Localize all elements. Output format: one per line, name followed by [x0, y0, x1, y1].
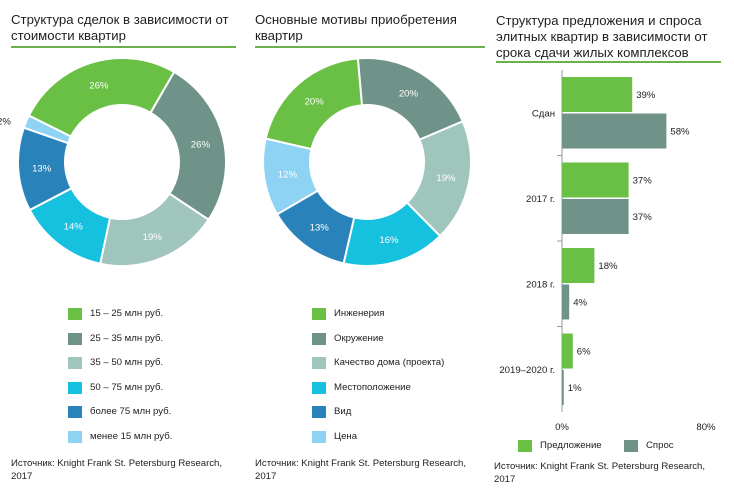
legend-swatch — [312, 332, 326, 345]
supply-demand-panel: Структура предложения и спроса элитных к… — [494, 0, 734, 491]
bar-value-label: 1% — [568, 383, 582, 394]
legend-swatch — [312, 431, 326, 443]
bar-value-label: 37% — [633, 176, 653, 187]
source-note: Источник: Knight Frank St. Petersburg Re… — [11, 458, 223, 482]
bar-value-label: 39% — [636, 90, 656, 101]
legend-label: Предложение — [540, 440, 602, 451]
legend-swatch — [68, 431, 82, 443]
legend-swatch — [518, 440, 532, 452]
source-note: Источник: Knight Frank St. Petersburg Re… — [494, 461, 706, 485]
legend-swatch — [312, 357, 326, 370]
bar-value-label: 6% — [577, 347, 591, 358]
legend-swatch — [312, 308, 326, 320]
slice-label: 2% — [0, 116, 11, 127]
category-label: Сдан — [532, 108, 555, 119]
bar — [562, 370, 564, 405]
category-label: 2018 г. — [526, 279, 555, 290]
supply-demand-bar-chart: 39% 58% Сдан 37% 37% 2017 г. 18% 4% 2018 г. 6% 1% 2… — [499, 70, 716, 433]
slice-label: 26% — [89, 80, 109, 91]
bar — [562, 199, 629, 234]
legend-label: Цена — [334, 431, 358, 442]
legend-swatch — [312, 406, 326, 419]
legend-label: менее 15 млн руб. — [90, 431, 173, 442]
bar-value-label: 58% — [670, 127, 690, 138]
bar — [562, 162, 629, 198]
motives-panel: Основные мотивы приобретения квартир 20%… — [250, 0, 490, 491]
legend-label: 25 – 35 млн руб. — [90, 332, 164, 344]
legend-swatch — [68, 381, 82, 394]
legend-label: Вид — [334, 406, 352, 418]
slice-label: 20% — [305, 97, 325, 108]
legend-label: 35 – 50 млн руб. — [90, 357, 164, 369]
source-note: Источник: Knight Frank St. Petersburg Re… — [255, 458, 467, 482]
slice-label: 13% — [32, 163, 52, 174]
legend-label: Местоположение — [334, 381, 411, 393]
legend-label: Инженерия — [334, 308, 385, 319]
bar — [562, 248, 595, 283]
legend-swatch — [68, 357, 82, 370]
legend-swatch — [68, 332, 82, 345]
slice-label: 26% — [191, 139, 211, 150]
title-rule — [496, 61, 721, 63]
chart-title: Структура предложения и спроса элитных к… — [496, 13, 708, 60]
donut-slice — [22, 114, 73, 145]
bar — [562, 77, 633, 112]
bar-value-label: 18% — [598, 261, 618, 272]
slice-label: 13% — [310, 222, 330, 233]
x-tick-label: 0% — [555, 422, 569, 433]
legend-swatch — [68, 308, 82, 320]
chart-title: Структура сделок в зависимости от стоимо… — [11, 12, 229, 43]
legend-swatch — [312, 381, 326, 394]
bar — [562, 113, 667, 149]
donut-slice — [149, 70, 227, 222]
bar — [562, 333, 573, 369]
slice-label: 20% — [399, 88, 419, 99]
deal-structure-donut: 26% 26% 19% 14% 13% 2% — [0, 57, 227, 267]
legend-swatch — [624, 440, 638, 452]
category-label: 2017 г. — [526, 194, 555, 205]
slice-label: 12% — [278, 170, 298, 181]
category-label: 2019–2020 г. — [499, 365, 555, 376]
legend-label: более 75 млн руб. — [90, 406, 172, 418]
donut-slice — [27, 57, 176, 138]
bar-value-label: 4% — [573, 298, 587, 309]
chart-title: Основные мотивы приобретения квартир — [255, 12, 457, 43]
slice-label: 14% — [64, 222, 84, 233]
legend-label: Спрос — [646, 440, 674, 451]
legend-label: Качество дома (проекта) — [334, 357, 445, 369]
bar — [562, 284, 570, 320]
slice-label: 16% — [379, 235, 399, 246]
motives-donut: 20% 20% 19% 16% 13% 12% — [262, 57, 472, 267]
slice-label: 19% — [143, 232, 163, 243]
x-tick-label: 80% — [696, 422, 716, 433]
legend-label: Окружение — [334, 332, 384, 344]
legend-label: 50 – 75 млн руб. — [90, 381, 164, 393]
title-rule — [11, 46, 236, 48]
legend-swatch — [68, 406, 82, 419]
donut-slice — [262, 137, 320, 216]
legend-label: 15 – 25 млн руб. — [90, 308, 164, 319]
deal-structure-panel: Структура сделок в зависимости от стоимо… — [0, 0, 240, 491]
slice-label: 19% — [436, 173, 456, 184]
bar-value-label: 37% — [633, 212, 653, 223]
title-rule — [255, 46, 485, 48]
